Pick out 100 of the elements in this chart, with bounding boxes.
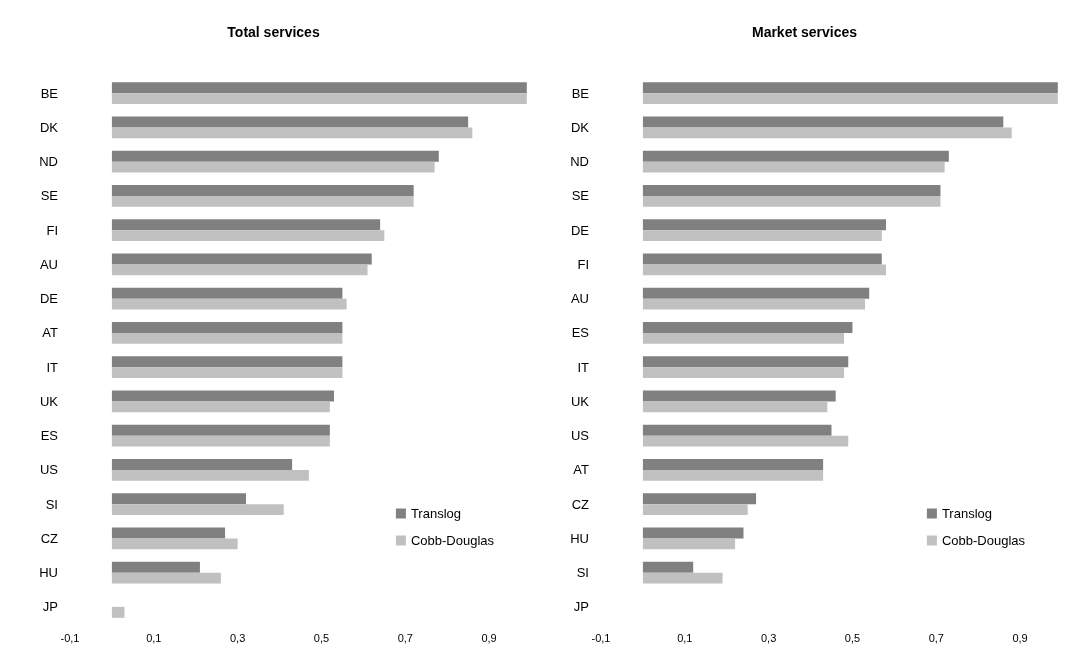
chart-title: Total services	[227, 24, 320, 40]
bar	[642, 219, 886, 231]
bar	[111, 356, 343, 368]
bar	[111, 253, 372, 265]
x-tick-label: 0,9	[481, 631, 497, 644]
bar	[642, 458, 824, 470]
x-tick-label: 0,9	[1012, 631, 1028, 644]
y-tick-label: ES	[571, 325, 590, 341]
legend-label: Cobb-Douglas	[410, 533, 495, 548]
y-tick-label: ND	[570, 154, 589, 170]
bar	[642, 561, 694, 573]
x-tick-label: 0,7	[928, 631, 944, 644]
bar	[111, 367, 343, 379]
y-tick-label: AU	[570, 291, 589, 307]
bar	[642, 424, 832, 436]
y-tick-label: DE	[570, 222, 590, 238]
bar	[642, 150, 949, 162]
legend-label: Translog	[941, 506, 993, 521]
bar	[111, 332, 343, 344]
legend-label: Translog	[410, 506, 462, 521]
bar	[642, 356, 849, 368]
bar	[111, 298, 347, 310]
bar	[111, 264, 368, 276]
y-tick-label: SE	[571, 188, 590, 204]
x-tick-label: -0,1	[591, 631, 611, 644]
bar	[642, 298, 866, 310]
bar	[642, 435, 849, 447]
x-tick-label: 0,5	[313, 631, 330, 644]
y-tick-label: DE	[39, 291, 59, 307]
bar	[642, 469, 824, 481]
bar	[642, 504, 748, 516]
bar	[111, 435, 330, 447]
bar	[111, 538, 238, 550]
bar	[111, 424, 330, 436]
bar	[642, 93, 1058, 105]
bar	[642, 184, 941, 196]
bar	[111, 219, 381, 231]
x-tick-label: 0,7	[397, 631, 413, 644]
bar	[111, 93, 527, 105]
y-tick-label: HU	[570, 530, 589, 546]
legend-label: Cobb-Douglas	[941, 533, 1026, 548]
bar	[111, 527, 226, 539]
bar	[111, 287, 343, 299]
x-tick-label: 0,3	[760, 631, 777, 644]
bar	[642, 253, 882, 265]
x-tick-label: -0,1	[60, 631, 80, 644]
y-tick-label: JP	[42, 599, 58, 615]
y-tick-label: CZ	[571, 496, 590, 512]
bar	[642, 332, 845, 344]
y-tick-label: HU	[39, 565, 58, 581]
y-tick-label: US	[570, 428, 590, 444]
bar	[111, 82, 527, 94]
bar	[111, 572, 221, 584]
y-tick-label: IT	[577, 359, 590, 375]
bar	[642, 572, 723, 584]
bar	[111, 184, 414, 196]
bar	[642, 195, 941, 207]
bar	[111, 469, 309, 481]
bar	[642, 264, 886, 276]
y-tick-label: DK	[39, 119, 59, 135]
y-tick-label: JP	[573, 599, 589, 615]
y-tick-label: SE	[40, 188, 59, 204]
y-tick-label: UK	[570, 393, 590, 409]
bar	[111, 493, 247, 505]
x-tick-label: 0,1	[677, 631, 693, 644]
bar	[642, 527, 744, 539]
bar	[111, 561, 200, 573]
bar	[642, 401, 828, 413]
bar	[642, 367, 845, 379]
bar	[111, 401, 330, 413]
bar	[111, 161, 435, 173]
bar	[642, 321, 853, 333]
y-tick-label: DK	[570, 119, 590, 135]
y-tick-label: BE	[571, 85, 590, 101]
y-tick-label: ES	[40, 428, 59, 444]
y-tick-label: CZ	[40, 530, 59, 546]
bar	[642, 230, 882, 242]
y-tick-label: AT	[573, 462, 590, 478]
y-tick-label: SI	[45, 496, 58, 512]
bar	[111, 458, 293, 470]
x-tick-label: 0,5	[844, 631, 861, 644]
x-tick-label: 0,3	[229, 631, 246, 644]
bar	[111, 195, 414, 207]
bar	[642, 82, 1058, 94]
y-tick-label: AU	[39, 256, 58, 272]
bar	[642, 161, 945, 173]
bar	[642, 493, 757, 505]
y-tick-label: FI	[46, 222, 58, 238]
y-tick-label: SI	[576, 565, 589, 581]
bar	[111, 230, 385, 242]
y-tick-label: ND	[39, 154, 58, 170]
bar	[642, 116, 1004, 128]
x-tick-label: 0,1	[146, 631, 162, 644]
y-tick-label: US	[39, 462, 59, 478]
bar	[111, 321, 343, 333]
y-tick-label: AT	[42, 325, 59, 341]
bar	[111, 504, 284, 516]
bar	[642, 287, 870, 299]
chart-title: Market services	[751, 24, 858, 40]
y-tick-label: FI	[577, 256, 589, 272]
